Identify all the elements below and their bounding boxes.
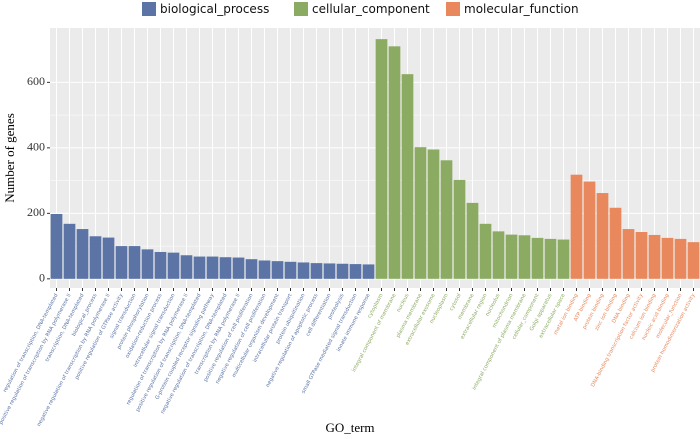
bar xyxy=(219,257,232,279)
bar xyxy=(284,261,297,279)
y-axis-title: Number of genes xyxy=(2,113,17,203)
y-tick-label: 600 xyxy=(27,74,45,88)
bar xyxy=(635,232,648,279)
x-axis-title: GO_term xyxy=(325,420,374,435)
y-tick-label: 200 xyxy=(27,205,45,219)
x-tick-label: cytosol xyxy=(449,293,463,312)
bar xyxy=(50,213,63,279)
bar xyxy=(622,229,635,279)
x-tick-label: positive regulation of transcription by … xyxy=(0,292,73,425)
bar xyxy=(648,234,661,279)
bar xyxy=(401,74,414,279)
bar xyxy=(609,207,622,279)
bar xyxy=(414,147,427,279)
bar xyxy=(544,238,557,279)
legend-label: cellular_component xyxy=(312,2,430,16)
bar xyxy=(362,264,375,279)
bar xyxy=(388,46,401,279)
bar xyxy=(336,263,349,279)
bar xyxy=(440,160,453,279)
bar xyxy=(193,256,206,279)
bar xyxy=(596,193,609,279)
bar xyxy=(180,255,193,279)
bar xyxy=(687,242,700,279)
bar xyxy=(297,262,310,279)
bar xyxy=(531,237,544,279)
bar xyxy=(505,234,518,279)
bar xyxy=(479,223,492,279)
legend-label: biological_process xyxy=(160,2,269,16)
bar xyxy=(63,223,76,279)
bar xyxy=(492,231,505,279)
bar xyxy=(518,235,531,279)
legend-swatch xyxy=(446,2,460,16)
bar xyxy=(167,252,180,279)
y-tick-label: 400 xyxy=(27,140,45,154)
bar xyxy=(323,263,336,279)
legend-swatch xyxy=(142,2,156,16)
bar xyxy=(154,251,167,279)
bar xyxy=(310,263,323,279)
legend-swatch xyxy=(294,2,308,16)
bar xyxy=(128,246,141,279)
legend-label: molecular_function xyxy=(464,2,579,16)
bar xyxy=(453,179,466,279)
bar xyxy=(466,202,479,279)
bar xyxy=(89,236,102,279)
bar xyxy=(115,246,128,279)
bar xyxy=(102,237,115,279)
bar xyxy=(206,256,219,279)
bar xyxy=(570,174,583,279)
bar xyxy=(271,261,284,279)
bar xyxy=(375,39,388,279)
y-tick-label: 0 xyxy=(39,271,45,285)
bar xyxy=(674,238,687,279)
bar xyxy=(427,149,440,279)
bar xyxy=(349,264,362,279)
bar xyxy=(141,249,154,279)
x-tick-label: regulation of transcription, DNA-templat… xyxy=(2,293,59,394)
bar xyxy=(661,237,674,279)
bar xyxy=(583,181,596,279)
bar xyxy=(76,229,89,279)
bar xyxy=(258,260,271,279)
bar xyxy=(232,257,245,279)
bar xyxy=(557,239,570,279)
bar xyxy=(245,259,258,279)
